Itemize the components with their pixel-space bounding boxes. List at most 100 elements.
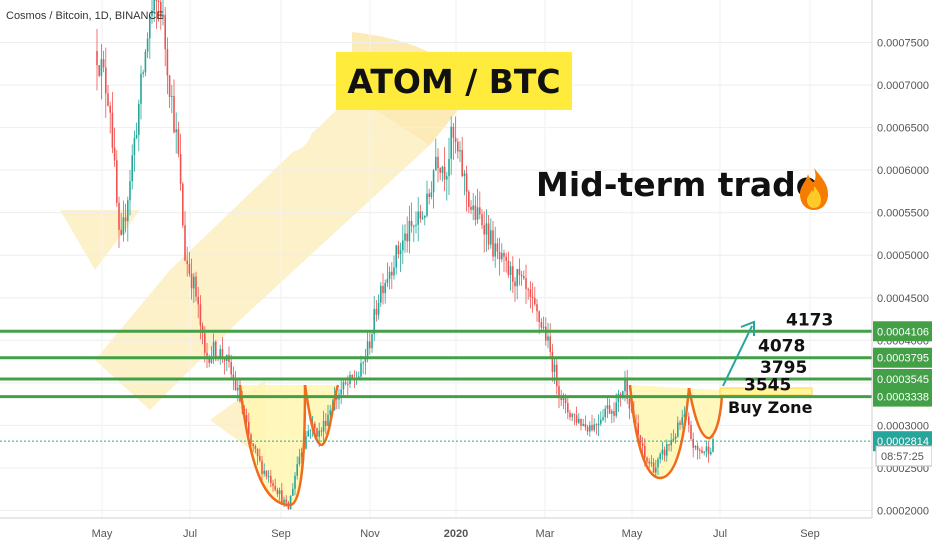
candle-body xyxy=(556,364,558,387)
candle-body xyxy=(184,225,186,261)
candle-body xyxy=(146,38,149,52)
candle-body xyxy=(661,449,664,455)
candle-body xyxy=(567,403,569,413)
candle-body xyxy=(171,95,173,97)
x-tick-label: May xyxy=(92,528,113,540)
y-tick-label: 0.0005500 xyxy=(877,208,929,220)
candle-body xyxy=(417,211,419,225)
candle-body xyxy=(542,326,545,328)
candle-body xyxy=(197,296,199,305)
candle-body xyxy=(487,223,490,245)
title-badge xyxy=(336,52,572,110)
y-tick-label: 0.0006000 xyxy=(877,165,929,177)
candle-body xyxy=(175,129,177,133)
candle-body xyxy=(336,397,338,400)
candle-body xyxy=(465,173,468,192)
candle-body xyxy=(707,446,710,455)
candle-body xyxy=(624,379,626,392)
candle-body xyxy=(155,0,158,2)
candle-body xyxy=(637,423,639,436)
level-name-label: 3545 xyxy=(744,376,791,396)
candle-body xyxy=(193,276,195,289)
candle-body xyxy=(509,266,512,276)
candle-body xyxy=(307,430,309,437)
candle-body xyxy=(575,415,578,423)
candle-body xyxy=(212,341,215,357)
candle-body xyxy=(245,415,248,422)
candle-body xyxy=(168,75,171,97)
candle-body xyxy=(274,485,276,490)
candle-body xyxy=(690,424,692,440)
candle-body xyxy=(523,276,525,279)
candle-body xyxy=(490,230,492,245)
candle-body xyxy=(373,308,375,335)
candle-body xyxy=(485,223,488,235)
level-name-label: 3795 xyxy=(760,358,807,378)
candle-body xyxy=(674,436,677,439)
candle-body xyxy=(461,150,463,177)
candle-body xyxy=(553,364,556,373)
candle-body xyxy=(342,382,345,390)
candle-body xyxy=(699,449,701,451)
time-axis[interactable]: May Jul Sep Nov 2020 Mar May Jul Sep xyxy=(0,517,932,550)
candle-body xyxy=(683,414,686,418)
candle-body xyxy=(230,362,232,375)
candle-body xyxy=(593,424,595,431)
candle-body xyxy=(540,322,543,328)
candle-body xyxy=(254,446,257,449)
candle-body xyxy=(296,464,298,476)
candle-body xyxy=(439,168,441,173)
price-axis[interactable]: 0.00020000.00025000.00030000.00035000.00… xyxy=(871,0,932,550)
candle-body xyxy=(344,382,347,384)
candle-body xyxy=(527,288,529,290)
candle-body xyxy=(547,336,549,341)
candle-body xyxy=(591,425,593,431)
candle-body xyxy=(703,451,705,453)
candle-body xyxy=(111,112,114,148)
candle-body xyxy=(116,160,118,203)
candle-body xyxy=(503,252,505,257)
buy-zone-label: Buy Zone xyxy=(728,398,813,417)
candle-body xyxy=(611,411,613,414)
candle-body xyxy=(98,65,100,76)
candle-body xyxy=(432,170,435,193)
candle-body xyxy=(96,51,98,66)
candle-body xyxy=(545,326,547,341)
candle-body xyxy=(261,460,263,474)
candle-body xyxy=(300,452,303,457)
candle-body xyxy=(404,233,406,241)
candle-body xyxy=(371,334,373,349)
candle-body xyxy=(501,252,503,260)
candle-body xyxy=(628,398,631,409)
candle-body xyxy=(252,443,254,447)
candle-body xyxy=(199,304,202,326)
candle-body xyxy=(448,158,450,177)
candle-body xyxy=(366,341,369,359)
y-tick-label: 0.0005000 xyxy=(877,250,929,262)
candle-body xyxy=(399,250,402,255)
candle-body xyxy=(142,72,144,74)
candle-body xyxy=(712,439,714,452)
candle-body xyxy=(670,440,672,446)
candle-body xyxy=(362,362,364,364)
candle-body xyxy=(538,311,540,323)
candle-body xyxy=(659,454,661,460)
candle-body xyxy=(672,438,675,441)
candle-body xyxy=(327,414,329,426)
candle-body xyxy=(681,417,683,425)
candle-body xyxy=(215,341,217,358)
countdown-tag xyxy=(875,445,932,467)
candle-body xyxy=(646,457,648,462)
level-price-tag xyxy=(873,347,932,368)
candle-body xyxy=(382,285,384,294)
candle-body xyxy=(270,476,272,484)
candle-body xyxy=(188,263,191,274)
candle-body xyxy=(318,430,320,437)
candle-body xyxy=(468,191,470,207)
candle-body xyxy=(692,439,694,448)
candle-body xyxy=(281,490,283,504)
candle-body xyxy=(124,217,127,222)
y-tick-label: 0.0004500 xyxy=(877,293,929,305)
